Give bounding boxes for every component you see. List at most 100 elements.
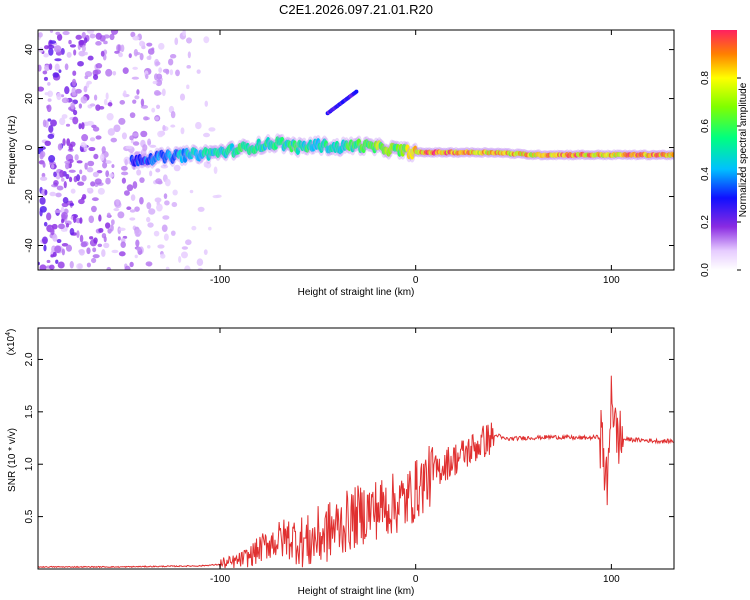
snr-scale-label: (x104) (5, 329, 17, 356)
noise-point (165, 266, 170, 270)
noise-point (161, 224, 168, 232)
noise-point (157, 130, 164, 138)
noise-point (106, 212, 111, 218)
noise-point (134, 228, 142, 237)
colorbar-tick-label: 0.6 (700, 119, 711, 133)
noise-point (39, 176, 48, 181)
noise-point (49, 30, 54, 34)
noise-point (49, 40, 57, 44)
noise-point (123, 90, 127, 98)
colorbar: 0.0 0.2 0.4 0.6 0.8 Normalized spectral ampl… (700, 30, 749, 277)
x-tick-label: 0 (413, 574, 419, 585)
noise-point (65, 222, 70, 228)
noise-point (58, 69, 62, 73)
noise-point (46, 259, 51, 264)
noise-point (78, 198, 85, 205)
noise-point (69, 227, 75, 236)
noise-point (149, 170, 153, 177)
noise-point (98, 227, 104, 233)
noise-point (125, 145, 133, 150)
y-tick-label: 0 (24, 144, 35, 150)
noise-point (130, 31, 136, 38)
noise-point (170, 230, 176, 236)
noise-point (94, 178, 102, 185)
noise-point (87, 55, 94, 61)
noise-point (147, 244, 151, 249)
noise-point (203, 249, 208, 255)
x-tick-label: 100 (603, 574, 620, 585)
noise-point (129, 209, 136, 213)
noise-point (107, 102, 113, 107)
noise-point (121, 171, 129, 176)
noise-point (151, 107, 156, 113)
y-tick-label: 1.5 (24, 404, 35, 418)
noise-point (96, 169, 103, 174)
noise-point (84, 51, 88, 56)
noise-point (69, 202, 75, 207)
noise-point (130, 194, 136, 202)
noise-point (110, 137, 118, 143)
noise-point (49, 191, 57, 197)
noise-point (111, 249, 119, 254)
noise-point (109, 33, 115, 41)
noise-point (95, 63, 103, 69)
noise-point (47, 81, 51, 86)
noise-point (76, 160, 83, 164)
noise-point (171, 201, 178, 208)
noise-point (86, 187, 92, 192)
noise-point (58, 223, 65, 230)
noise-point (65, 244, 72, 252)
noise-point (179, 93, 186, 101)
noise-point (39, 264, 47, 270)
noise-point (39, 196, 46, 205)
snr-scale-prefix: (x10 (6, 335, 17, 355)
noise-point (91, 197, 99, 202)
noise-point (46, 212, 52, 221)
noise-point (126, 184, 134, 192)
noise-point (89, 137, 96, 142)
noise-point (148, 208, 156, 215)
noise-point (97, 243, 103, 248)
noise-point (129, 217, 136, 221)
ridge-point (671, 152, 674, 158)
noise-point (79, 217, 83, 224)
noise-point (81, 174, 87, 182)
side-lobe-point (354, 89, 359, 94)
noise-point (80, 142, 86, 148)
noise-point (65, 162, 70, 170)
noise-point (105, 170, 110, 178)
noise-point (88, 215, 95, 224)
noise-point (155, 168, 161, 173)
noise-point (53, 171, 57, 178)
noise-point (208, 226, 212, 231)
noise-point (120, 241, 126, 249)
noise-point (86, 262, 91, 268)
noise-point (77, 181, 85, 186)
noise-point (38, 86, 45, 92)
noise-point (143, 116, 149, 121)
colorbar-tick-label: 0.0 (700, 263, 711, 277)
noise-point (165, 68, 170, 75)
noise-point (118, 227, 126, 231)
noise-point (56, 238, 62, 244)
noise-point (146, 202, 152, 210)
noise-point (105, 92, 109, 100)
noise-point (48, 154, 56, 163)
noise-point (86, 120, 94, 126)
noise-point (161, 88, 166, 97)
noise-point (180, 251, 188, 259)
noise-point (196, 258, 204, 267)
noise-point (135, 239, 140, 247)
noise-point (48, 47, 54, 56)
colorbar-label: Normalized spectral amplitude (738, 82, 749, 217)
noise-point (61, 242, 69, 247)
noise-point (114, 50, 120, 54)
noise-point (60, 177, 65, 182)
noise-point (103, 236, 107, 243)
x-tick-label: 100 (603, 275, 620, 286)
noise-point (102, 162, 108, 169)
snr-frame (37, 327, 675, 570)
noise-point (56, 33, 63, 41)
noise-point (175, 69, 180, 77)
